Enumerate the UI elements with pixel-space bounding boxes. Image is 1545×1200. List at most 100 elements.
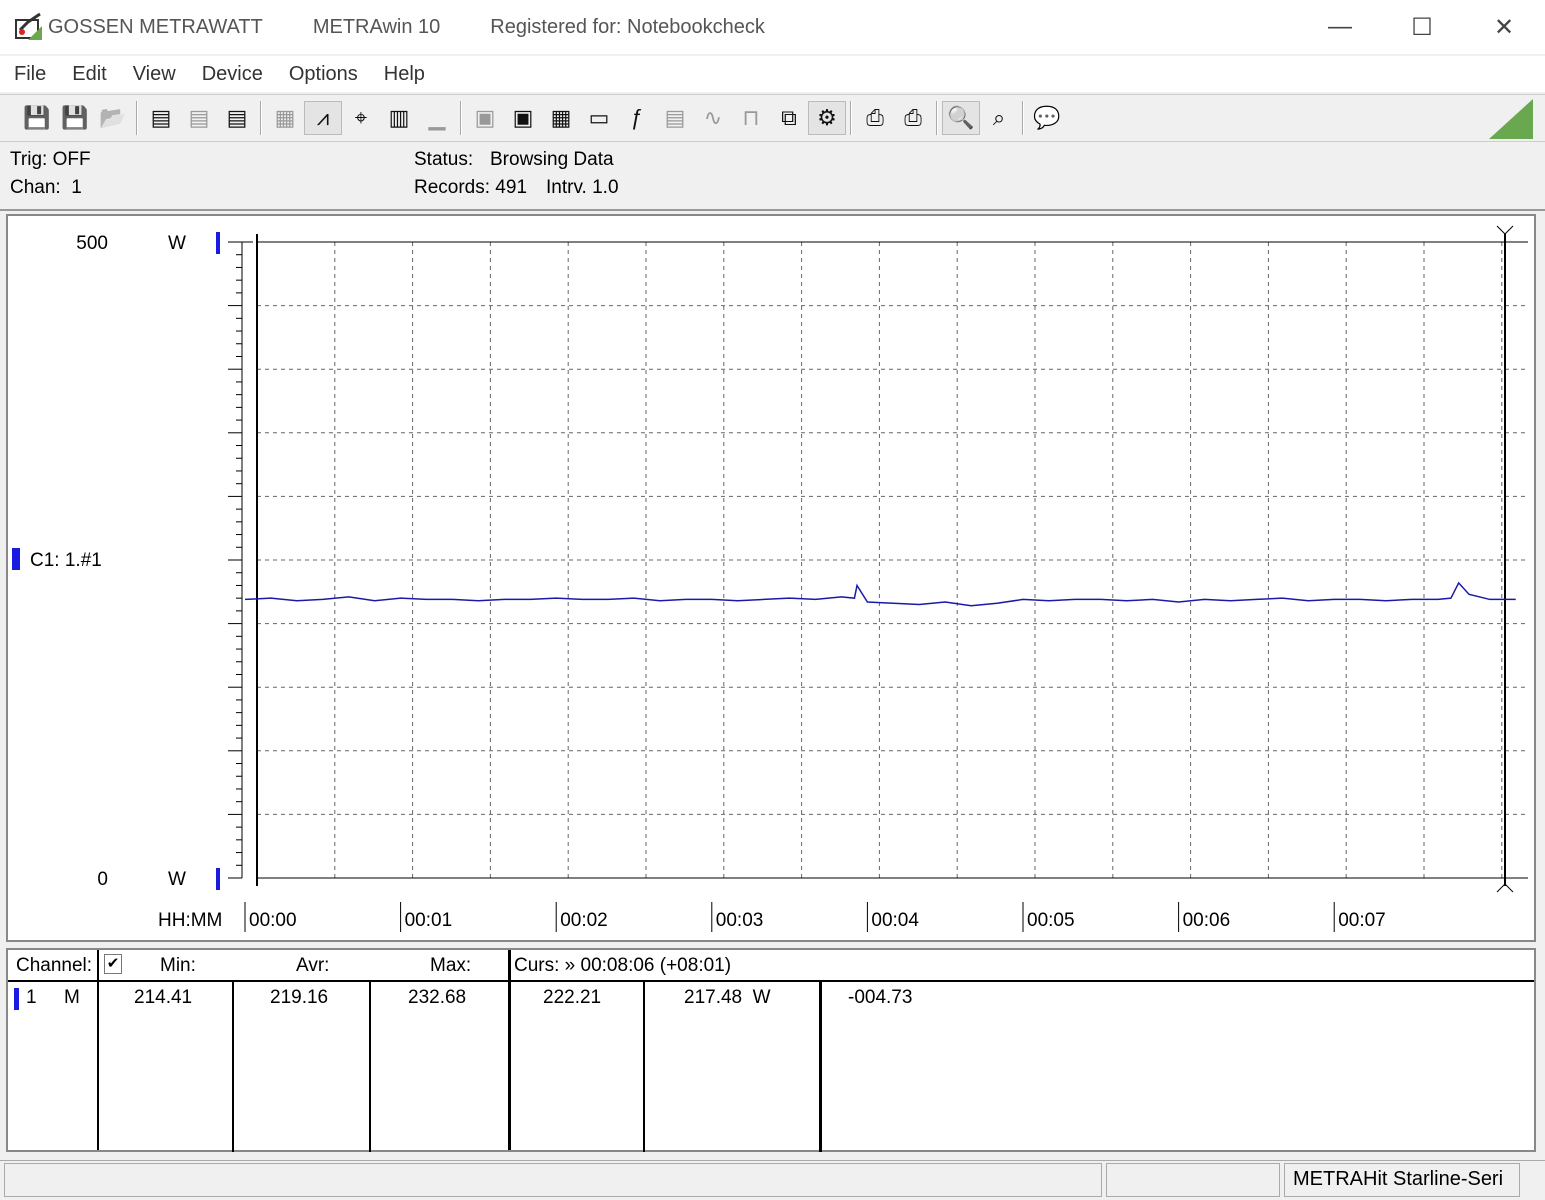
close-button[interactable]: ✕ <box>1493 13 1515 41</box>
status-value: Browsing Data <box>490 149 614 170</box>
comment-icon[interactable]: 💬 <box>1033 105 1061 130</box>
row-min: 214.41 <box>134 987 193 1008</box>
registration-text: Registered for: Notebookcheck <box>490 15 765 38</box>
row-avr: 219.16 <box>270 987 329 1008</box>
grid-icon[interactable]: ▥ <box>388 105 410 130</box>
monitor-icon[interactable]: ▭ <box>588 105 610 130</box>
column-divider <box>819 980 822 1152</box>
waveform-icon[interactable]: ⩘ <box>304 101 342 135</box>
x-tick-label: 00:07 <box>1338 910 1386 931</box>
device-config-icon[interactable]: ▣ <box>474 105 496 130</box>
import-icon[interactable]: ▤ <box>188 105 210 130</box>
menu-device[interactable]: Device <box>201 62 263 85</box>
x-tick-label: 00:03 <box>716 910 764 931</box>
brand-name: GOSSEN METRAWATT <box>48 15 263 38</box>
info-panel: Trig: OFF Chan: 1 Status: Browsing Data … <box>0 145 1545 211</box>
x-tick-label: 00:02 <box>560 910 608 931</box>
chart-panel[interactable]: 500 0 W W C1: 1.#1 HH:MM 00:00 00:01 00:02 00:03 0… <box>6 214 1536 942</box>
column-divider <box>508 950 511 1150</box>
avr-header: Avr: <box>296 955 330 976</box>
x-tick-label: 00:00 <box>249 910 297 931</box>
x-tick-label: 00:04 <box>871 910 919 931</box>
cursor-top-handle <box>1496 225 1514 235</box>
download-icon[interactable]: ▣ <box>512 105 534 130</box>
print-icon[interactable]: ⎙ <box>866 105 884 130</box>
menu-help[interactable]: Help <box>383 62 425 85</box>
copy-icon[interactable]: ⧉ <box>781 105 797 130</box>
toolbar-separator <box>260 101 262 135</box>
send-icon[interactable]: ▤ <box>226 105 248 130</box>
power-chart[interactable]: 500 0 W W C1: 1.#1 HH:MM 00:00 00:01 00:02 00:03 0… <box>8 216 1534 940</box>
channel-checkbox[interactable]: ✔ <box>104 954 122 974</box>
minimize-button[interactable]: — <box>1328 13 1352 40</box>
toolbar-separator <box>850 101 852 135</box>
settings-icon[interactable]: ▦ <box>550 105 572 130</box>
table-view-icon[interactable]: ▦ <box>274 105 296 130</box>
menu-edit[interactable]: Edit <box>72 62 107 85</box>
export-icon[interactable]: ▤ <box>150 105 172 130</box>
cursor-bottom-handle <box>1496 883 1514 893</box>
zoom-waveform-icon[interactable]: 🔍 <box>942 101 980 135</box>
records-count: Records: 491 <box>414 177 528 198</box>
series-line <box>244 581 1516 607</box>
signal-icon[interactable]: ∿ <box>703 105 723 130</box>
channel-marker <box>12 548 20 570</box>
x-tick-label: 00:01 <box>405 910 453 931</box>
toolbar: 💾 💾 📂 ▤ ▤ ▤ ▦ ⩘ ⌖ ▥ ▁ ▣ ▣ ▦ ▭ ƒ ▤ ∿ ⊓ ⧉ ⚙ ⎙ ⎙ 🔍 ⌕ 💬 <box>0 94 1545 142</box>
row-difference: -004.73 <box>848 987 913 1008</box>
toolbar-separator <box>460 101 462 135</box>
column-divider <box>232 980 234 1152</box>
signal-triangle-icon <box>1489 99 1533 139</box>
function-icon[interactable]: ƒ <box>630 105 644 130</box>
title-bar: GOSSEN METRAWATT METRAwin 10 Registered … <box>0 0 1545 54</box>
x-tick-label: 00:06 <box>1183 910 1231 931</box>
y-unit-bottom: W <box>168 869 186 890</box>
toolbar-separator <box>936 101 938 135</box>
menu-view[interactable]: View <box>132 62 176 85</box>
statistics-table: Channel: ✔ Min: Avr: Max: Curs: » 00:08:… <box>6 948 1536 1152</box>
channel-color-marker <box>14 988 19 1010</box>
print-preview-icon[interactable]: ⎙ <box>904 105 922 130</box>
column-divider <box>643 980 645 1152</box>
column-divider <box>369 980 371 1152</box>
status-pane-2 <box>1106 1163 1280 1197</box>
toolbar-separator <box>1022 101 1024 135</box>
trigger-icon[interactable]: ⚙ <box>808 101 846 135</box>
save-as-icon[interactable]: 💾 <box>61 105 89 130</box>
status-pane-1 <box>4 1163 1102 1197</box>
maximize-button[interactable]: ☐ <box>1411 13 1433 41</box>
open-icon[interactable]: 📂 <box>99 105 127 130</box>
zoom-icon[interactable]: ⌕ <box>992 105 1006 130</box>
header-divider <box>8 980 1534 982</box>
channel-label: C1: 1.#1 <box>30 550 102 571</box>
menu-options[interactable]: Options <box>288 62 358 85</box>
status-label: Status: <box>414 149 474 170</box>
y-tick-label-min: 0 <box>97 869 108 890</box>
status-bar: METRAHit Starline-Seri <box>0 1160 1545 1200</box>
save-icon[interactable]: 💾 <box>23 105 51 130</box>
x-axis-label: HH:MM <box>158 910 222 931</box>
column-divider <box>97 950 99 1150</box>
max-header: Max: <box>430 955 472 976</box>
row-cursor2: 217.48 W <box>684 987 771 1008</box>
meter-icon[interactable]: ▤ <box>664 105 686 130</box>
y-unit-top: W <box>168 233 186 254</box>
device-name: METRAHit Starline-Seri <box>1284 1163 1520 1197</box>
channel-header: Channel: <box>16 955 93 976</box>
histogram-icon[interactable]: ▁ <box>428 105 446 130</box>
trigger-status: Trig: OFF <box>10 149 91 170</box>
cursor-header: Curs: » 00:08:06 (+08:01) <box>514 955 732 976</box>
menu-bar: File Edit View Device Options Help <box>0 56 1545 92</box>
menu-file[interactable]: File <box>14 62 47 85</box>
interval-value: Intrv. 1.0 <box>546 177 619 198</box>
app-title: METRAwin 10 <box>312 15 441 38</box>
pulse-icon[interactable]: ⊓ <box>742 105 760 130</box>
row-mode: M <box>64 987 80 1008</box>
crosshair-icon[interactable]: ⌖ <box>354 105 368 130</box>
y-max-marker <box>216 232 220 254</box>
x-tick-label: 00:05 <box>1027 910 1075 931</box>
app-logo-icon <box>15 12 42 40</box>
min-header: Min: <box>160 955 196 976</box>
row-channel: 1 <box>26 987 37 1008</box>
row-cursor1: 222.21 <box>543 987 602 1008</box>
